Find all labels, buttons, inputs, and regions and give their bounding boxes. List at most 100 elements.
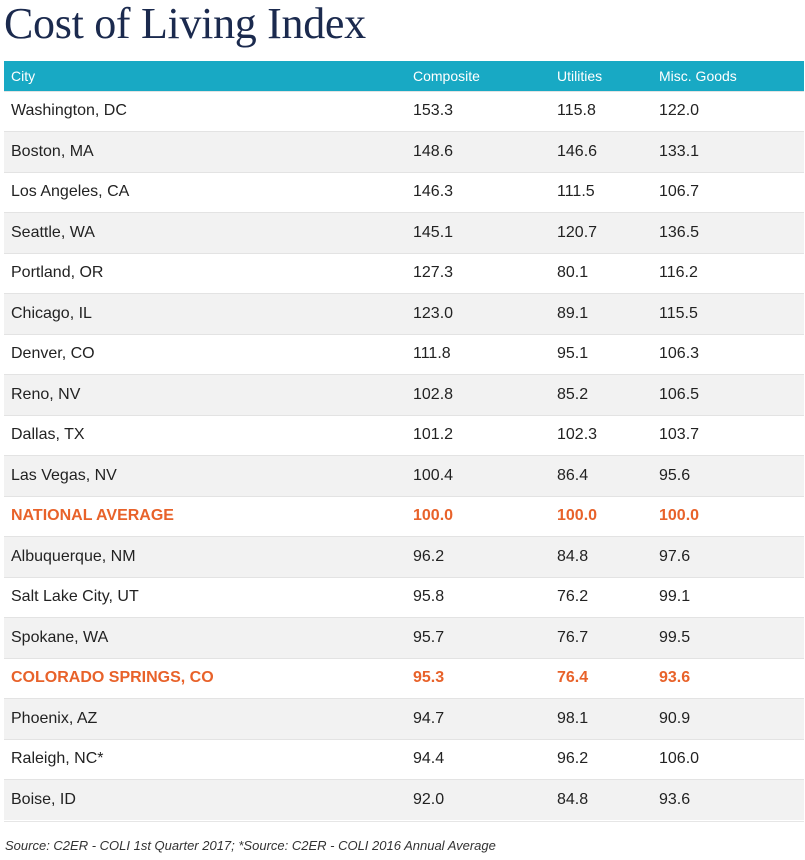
cell-city: Chicago, IL <box>4 293 413 334</box>
cell-utilities: 95.1 <box>557 333 659 375</box>
cell-misc-goods: 116.2 <box>659 252 804 294</box>
cell-utilities: 76.4 <box>557 657 659 699</box>
cell-city: Washington, DC <box>4 90 413 132</box>
cell-city: COLORADO SPRINGS, CO <box>4 657 413 699</box>
cell-utilities: 80.1 <box>557 252 659 294</box>
cell-city: NATIONAL AVERAGE <box>4 495 413 537</box>
cell-misc-goods: 136.5 <box>659 212 804 253</box>
cell-composite: 94.4 <box>413 738 557 780</box>
header-row: City Composite Utilities Misc. Goods <box>4 61 804 91</box>
cell-composite: 153.3 <box>413 90 557 132</box>
cell-composite: 145.1 <box>413 212 557 253</box>
cell-composite: 95.8 <box>413 576 557 618</box>
cell-misc-goods: 115.5 <box>659 293 804 334</box>
cell-misc-goods: 106.5 <box>659 374 804 415</box>
cell-utilities: 84.8 <box>557 779 659 820</box>
cell-composite: 100.4 <box>413 455 557 496</box>
table-row: Raleigh, NC* 94.4 96.2 106.0 <box>4 738 804 780</box>
column-header-composite: Composite <box>413 67 480 84</box>
cell-misc-goods: 95.6 <box>659 455 804 496</box>
cell-utilities: 89.1 <box>557 293 659 334</box>
cell-misc-goods: 106.0 <box>659 738 804 780</box>
cell-city: Portland, OR <box>4 252 413 294</box>
cell-misc-goods: 99.1 <box>659 576 804 618</box>
cell-misc-goods: 99.5 <box>659 617 804 658</box>
cell-misc-goods: 93.6 <box>659 657 804 699</box>
table-row-highlighted: NATIONAL AVERAGE 100.0 100.0 100.0 <box>4 495 804 537</box>
table-row: Washington, DC 153.3 115.8 122.0 <box>4 90 804 132</box>
cell-city: Reno, NV <box>4 374 413 415</box>
column-header-utilities: Utilities <box>557 67 603 84</box>
table-row: Denver, CO 111.8 95.1 106.3 <box>4 333 804 375</box>
cell-city: Boise, ID <box>4 779 413 820</box>
table-header: City Composite Utilities Misc. Goods <box>4 61 804 91</box>
source-note: Source: C2ER - COLI 1st Quarter 2017; *S… <box>5 838 496 853</box>
table-row: Salt Lake City, UT 95.8 76.2 99.1 <box>4 576 804 618</box>
cell-city: Raleigh, NC* <box>4 738 413 780</box>
cell-composite: 111.8 <box>413 333 557 375</box>
cell-city: Phoenix, AZ <box>4 698 413 739</box>
cell-composite: 100.0 <box>413 495 557 537</box>
cell-misc-goods: 122.0 <box>659 90 804 132</box>
column-header-misc-goods: Misc. Goods <box>659 67 737 84</box>
table-row: Reno, NV 102.8 85.2 106.5 <box>4 374 804 415</box>
cell-utilities: 115.8 <box>557 90 659 132</box>
cell-utilities: 98.1 <box>557 698 659 739</box>
cell-utilities: 76.2 <box>557 576 659 618</box>
table-row: Dallas, TX 101.2 102.3 103.7 <box>4 414 804 456</box>
table-row-highlighted: COLORADO SPRINGS, CO 95.3 76.4 93.6 <box>4 657 804 699</box>
table-row: Chicago, IL 123.0 89.1 115.5 <box>4 293 804 334</box>
cell-utilities: 146.6 <box>557 131 659 172</box>
table-row: Albuquerque, NM 96.2 84.8 97.6 <box>4 536 804 577</box>
table-row: Boise, ID 92.0 84.8 93.6 <box>4 779 804 820</box>
cost-of-living-table-container: City Composite Utilities Misc. Goods Was… <box>4 61 804 820</box>
cell-utilities: 120.7 <box>557 212 659 253</box>
cell-utilities: 100.0 <box>557 495 659 537</box>
cell-city: Spokane, WA <box>4 617 413 658</box>
cell-city: Salt Lake City, UT <box>4 576 413 618</box>
page-title: Cost of Living Index <box>4 0 366 48</box>
cell-city: Las Vegas, NV <box>4 455 413 496</box>
cell-utilities: 111.5 <box>557 171 659 213</box>
table-row: Boston, MA 148.6 146.6 133.1 <box>4 131 804 172</box>
cell-composite: 127.3 <box>413 252 557 294</box>
cell-utilities: 85.2 <box>557 374 659 415</box>
cell-misc-goods: 90.9 <box>659 698 804 739</box>
cell-composite: 94.7 <box>413 698 557 739</box>
cell-utilities: 96.2 <box>557 738 659 780</box>
cell-composite: 101.2 <box>413 414 557 456</box>
cell-city: Dallas, TX <box>4 414 413 456</box>
cell-composite: 148.6 <box>413 131 557 172</box>
cell-composite: 92.0 <box>413 779 557 820</box>
cell-misc-goods: 103.7 <box>659 414 804 456</box>
table-row: Phoenix, AZ 94.7 98.1 90.9 <box>4 698 804 739</box>
cell-misc-goods: 100.0 <box>659 495 804 537</box>
cell-composite: 102.8 <box>413 374 557 415</box>
table-row: Las Vegas, NV 100.4 86.4 95.6 <box>4 455 804 496</box>
cell-utilities: 84.8 <box>557 536 659 577</box>
cell-utilities: 76.7 <box>557 617 659 658</box>
cell-composite: 96.2 <box>413 536 557 577</box>
cell-misc-goods: 133.1 <box>659 131 804 172</box>
cell-composite: 123.0 <box>413 293 557 334</box>
cell-utilities: 86.4 <box>557 455 659 496</box>
cell-city: Boston, MA <box>4 131 413 172</box>
table-row: Spokane, WA 95.7 76.7 99.5 <box>4 617 804 658</box>
cell-city: Seattle, WA <box>4 212 413 253</box>
cell-city: Denver, CO <box>4 333 413 375</box>
footer-divider <box>4 821 804 822</box>
cell-misc-goods: 106.7 <box>659 171 804 213</box>
cell-misc-goods: 97.6 <box>659 536 804 577</box>
table-row: Portland, OR 127.3 80.1 116.2 <box>4 252 804 294</box>
cell-city: Los Angeles, CA <box>4 171 413 213</box>
table-row: Seattle, WA 145.1 120.7 136.5 <box>4 212 804 253</box>
table-body: Washington, DC 153.3 115.8 122.0 Boston, MA 1… <box>4 90 804 820</box>
cell-city: Albuquerque, NM <box>4 536 413 577</box>
cell-composite: 146.3 <box>413 171 557 213</box>
cell-utilities: 102.3 <box>557 414 659 456</box>
cell-composite: 95.7 <box>413 617 557 658</box>
cell-misc-goods: 93.6 <box>659 779 804 820</box>
cell-misc-goods: 106.3 <box>659 333 804 375</box>
column-header-city: City <box>11 67 36 84</box>
cell-composite: 95.3 <box>413 657 557 699</box>
